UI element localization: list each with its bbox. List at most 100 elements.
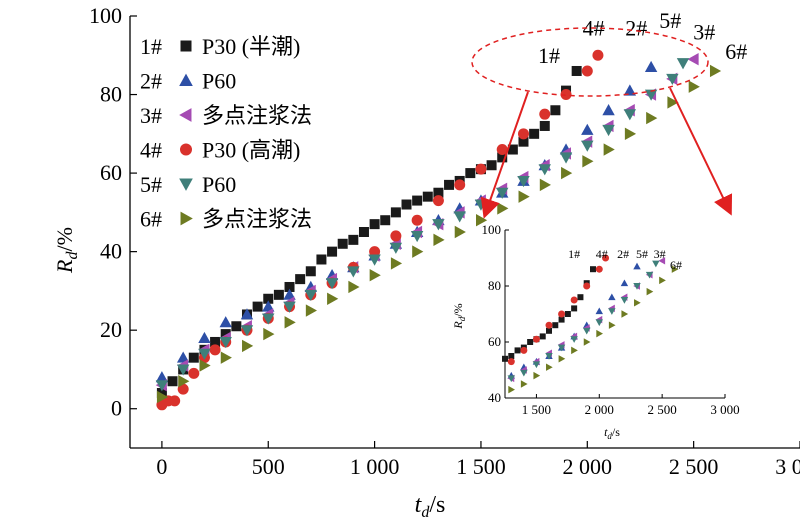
x-axis-title-main: t bbox=[415, 492, 423, 518]
data-point bbox=[240, 308, 254, 320]
data-point bbox=[687, 53, 699, 66]
data-point bbox=[539, 120, 550, 131]
data-point bbox=[667, 96, 679, 109]
data-point bbox=[188, 352, 199, 363]
y-tick-label: 100 bbox=[89, 3, 122, 28]
inset-end-label: 5# bbox=[636, 247, 648, 261]
inset-data-point bbox=[507, 375, 516, 383]
data-point bbox=[199, 359, 211, 372]
legend-number: 4# bbox=[140, 138, 162, 163]
inset-data-point bbox=[621, 310, 629, 318]
data-point bbox=[316, 254, 327, 265]
inset-data-point bbox=[582, 327, 591, 335]
data-point bbox=[646, 111, 658, 125]
legend-label: P60 bbox=[202, 69, 236, 94]
inset-data-point bbox=[577, 294, 584, 301]
data-point bbox=[602, 104, 615, 116]
data-point bbox=[688, 80, 700, 93]
legend-number: 1# bbox=[140, 34, 162, 59]
inset-data-point bbox=[558, 316, 565, 323]
data-point bbox=[497, 152, 508, 163]
inset-data-point bbox=[520, 380, 528, 388]
end-label: 2# bbox=[625, 16, 647, 41]
data-point bbox=[603, 143, 615, 156]
inset-series-5 bbox=[507, 260, 660, 383]
data-point bbox=[644, 60, 658, 73]
data-point bbox=[169, 395, 181, 407]
data-point bbox=[327, 246, 338, 257]
data-point bbox=[389, 242, 403, 254]
x-tick-label: 3 000 bbox=[775, 454, 800, 479]
inset-data-point bbox=[595, 265, 603, 273]
data-point bbox=[219, 316, 232, 328]
data-point bbox=[263, 327, 275, 341]
end-label: 1# bbox=[538, 43, 560, 68]
data-point bbox=[517, 128, 529, 140]
inset-y-tick-label: 80 bbox=[488, 278, 501, 293]
data-point bbox=[369, 246, 381, 258]
inset-data-point bbox=[533, 371, 541, 380]
data-point bbox=[709, 64, 722, 78]
data-point bbox=[167, 376, 178, 387]
data-point bbox=[198, 348, 211, 360]
inset-data-point bbox=[545, 321, 553, 329]
legend-number: 3# bbox=[140, 103, 162, 128]
inset-end-label: 4# bbox=[596, 247, 608, 261]
data-point bbox=[550, 105, 561, 116]
series-5 bbox=[155, 58, 690, 392]
inset-data-point bbox=[608, 321, 616, 329]
data-point bbox=[155, 371, 169, 383]
legend-marker bbox=[180, 211, 193, 226]
inset-y-tick-label: 40 bbox=[488, 390, 501, 405]
inset-data-point bbox=[546, 327, 552, 334]
y-tick-label: 80 bbox=[100, 82, 122, 107]
legend-marker bbox=[179, 178, 193, 191]
inset-background bbox=[505, 230, 725, 398]
data-point bbox=[327, 292, 339, 305]
data-point bbox=[283, 301, 296, 313]
data-point bbox=[263, 293, 274, 304]
data-point bbox=[305, 304, 317, 317]
data-point bbox=[507, 144, 518, 155]
end-label: 3# bbox=[693, 20, 715, 45]
data-point bbox=[390, 207, 401, 218]
inset-data-point bbox=[608, 293, 616, 301]
data-point bbox=[432, 219, 445, 231]
data-point bbox=[496, 187, 509, 199]
data-point bbox=[433, 187, 444, 198]
data-point bbox=[348, 280, 360, 294]
inset-data-point bbox=[508, 385, 516, 394]
inset-x-axis-title-main: t bbox=[604, 425, 608, 439]
data-point bbox=[582, 155, 594, 168]
inset-x-axis-title-sub: d bbox=[607, 431, 612, 441]
inset-y-axis-title-main: R bbox=[451, 321, 465, 330]
inset-data-point bbox=[633, 262, 641, 270]
data-point bbox=[337, 238, 348, 249]
data-point bbox=[666, 73, 679, 86]
x-tick-label: 0 bbox=[156, 454, 167, 479]
data-point bbox=[465, 168, 476, 179]
data-point bbox=[422, 191, 433, 202]
data-point bbox=[475, 214, 488, 227]
data-point bbox=[188, 367, 200, 379]
data-point bbox=[369, 219, 380, 230]
data-point bbox=[581, 140, 594, 152]
inset-x-tick-label: 2 500 bbox=[648, 402, 677, 417]
data-point bbox=[581, 65, 593, 77]
inset-series-6 bbox=[508, 265, 679, 394]
data-point bbox=[517, 175, 530, 188]
inset-data-point bbox=[520, 346, 528, 354]
data-point bbox=[453, 211, 466, 223]
legend-label: 多点注浆法 bbox=[202, 207, 312, 232]
data-point bbox=[156, 390, 169, 404]
inset-end-label: 3# bbox=[654, 247, 666, 261]
y-tick-label: 40 bbox=[100, 239, 122, 264]
data-point bbox=[432, 195, 444, 207]
data-point bbox=[347, 266, 360, 278]
main-data-marks bbox=[155, 49, 722, 411]
series-6 bbox=[156, 64, 722, 404]
inset-end-label: 2# bbox=[617, 247, 629, 261]
inset-axes: 40 60 80 100 1 500 2 000 2 500 3 000 bbox=[482, 222, 740, 417]
data-point bbox=[559, 152, 573, 164]
legend-marker bbox=[180, 40, 192, 52]
